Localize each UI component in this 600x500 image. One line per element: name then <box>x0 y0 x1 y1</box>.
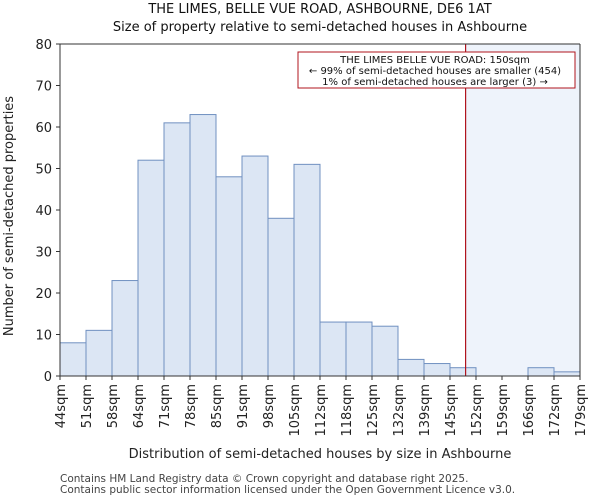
x-tick-label: 51sqm <box>80 384 95 428</box>
bar <box>527 367 555 377</box>
footer-licence: Contains public sector information licen… <box>60 484 516 496</box>
bar <box>423 363 451 377</box>
footer-copyright: Contains HM Land Registry data © Crown c… <box>60 473 469 485</box>
x-tick-label: 118sqm <box>340 384 355 437</box>
bars <box>59 114 581 377</box>
annotation-box: THE LIMES BELLE VUE ROAD: 150sqm ← 99% o… <box>297 51 576 89</box>
y-tick-label: 0 <box>44 370 52 385</box>
x-tick-label: 179sqm <box>574 384 589 437</box>
x-tick-label: 166sqm <box>522 384 537 437</box>
y-tick-label: 70 <box>35 80 52 95</box>
x-tick-label: 145sqm <box>444 384 459 437</box>
x-tick-label: 91sqm <box>236 384 251 428</box>
bar <box>163 122 191 377</box>
y-tick-label: 80 <box>35 38 52 53</box>
y-tick-label: 40 <box>35 204 52 219</box>
x-tick-label: 132sqm <box>392 384 407 437</box>
bar <box>85 329 113 377</box>
bar <box>345 321 373 377</box>
x-tick-label: 172sqm <box>548 384 563 437</box>
annotation-title: THE LIMES BELLE VUE ROAD: 150sqm <box>339 55 530 66</box>
x-ticks: 44sqm 51sqm 58sqm 64sqm 71sqm 78sqm 85sqm 91sqm… <box>54 376 589 437</box>
y-ticks: 0 10 20 30 40 50 60 70 80 <box>35 38 60 385</box>
bar <box>267 217 295 377</box>
x-tick-label: 112sqm <box>314 384 329 437</box>
y-axis-label: Number of semi-detached properties <box>2 96 17 336</box>
annotation-smaller: ← 99% of semi-detached houses are smalle… <box>309 66 561 77</box>
bar <box>449 367 477 377</box>
x-tick-label: 159sqm <box>496 384 511 437</box>
y-tick-label: 50 <box>35 163 52 178</box>
annotation-frame <box>297 51 576 89</box>
x-tick-label: 44sqm <box>54 384 69 428</box>
bar <box>293 163 321 377</box>
bar <box>189 114 217 377</box>
x-tick-label: 125sqm <box>366 384 381 437</box>
x-tick-label: 85sqm <box>210 384 225 428</box>
x-tick-label: 58sqm <box>106 384 121 428</box>
x-tick-label: 64sqm <box>132 384 147 428</box>
bar <box>59 342 87 377</box>
x-tick-label: 139sqm <box>418 384 433 437</box>
x-tick-label: 98sqm <box>262 384 277 428</box>
x-tick-label: 152sqm <box>470 384 485 437</box>
bar <box>241 155 269 377</box>
bar <box>111 280 139 377</box>
bar <box>215 176 243 377</box>
y-tick-label: 20 <box>35 287 52 302</box>
x-tick-label: 71sqm <box>158 384 173 428</box>
y-tick-label: 60 <box>35 121 52 136</box>
y-tick-label: 10 <box>35 329 52 344</box>
bar <box>371 325 399 377</box>
x-tick-label: 78sqm <box>184 384 199 428</box>
x-tick-label: 105sqm <box>288 384 303 437</box>
bar <box>319 321 347 377</box>
annotation-larger: 1% of semi-detached houses are larger (3… <box>322 77 548 88</box>
x-axis-label: Distribution of semi-detached houses by … <box>129 447 512 462</box>
y-tick-label: 30 <box>35 246 52 261</box>
larger-region-highlight <box>465 44 580 376</box>
chart-subtitle: Size of property relative to semi-detach… <box>113 20 527 35</box>
bar <box>397 358 425 377</box>
bar <box>553 371 581 377</box>
bar <box>137 159 165 377</box>
chart-title: THE LIMES, BELLE VUE ROAD, ASHBOURNE, DE… <box>147 2 491 17</box>
